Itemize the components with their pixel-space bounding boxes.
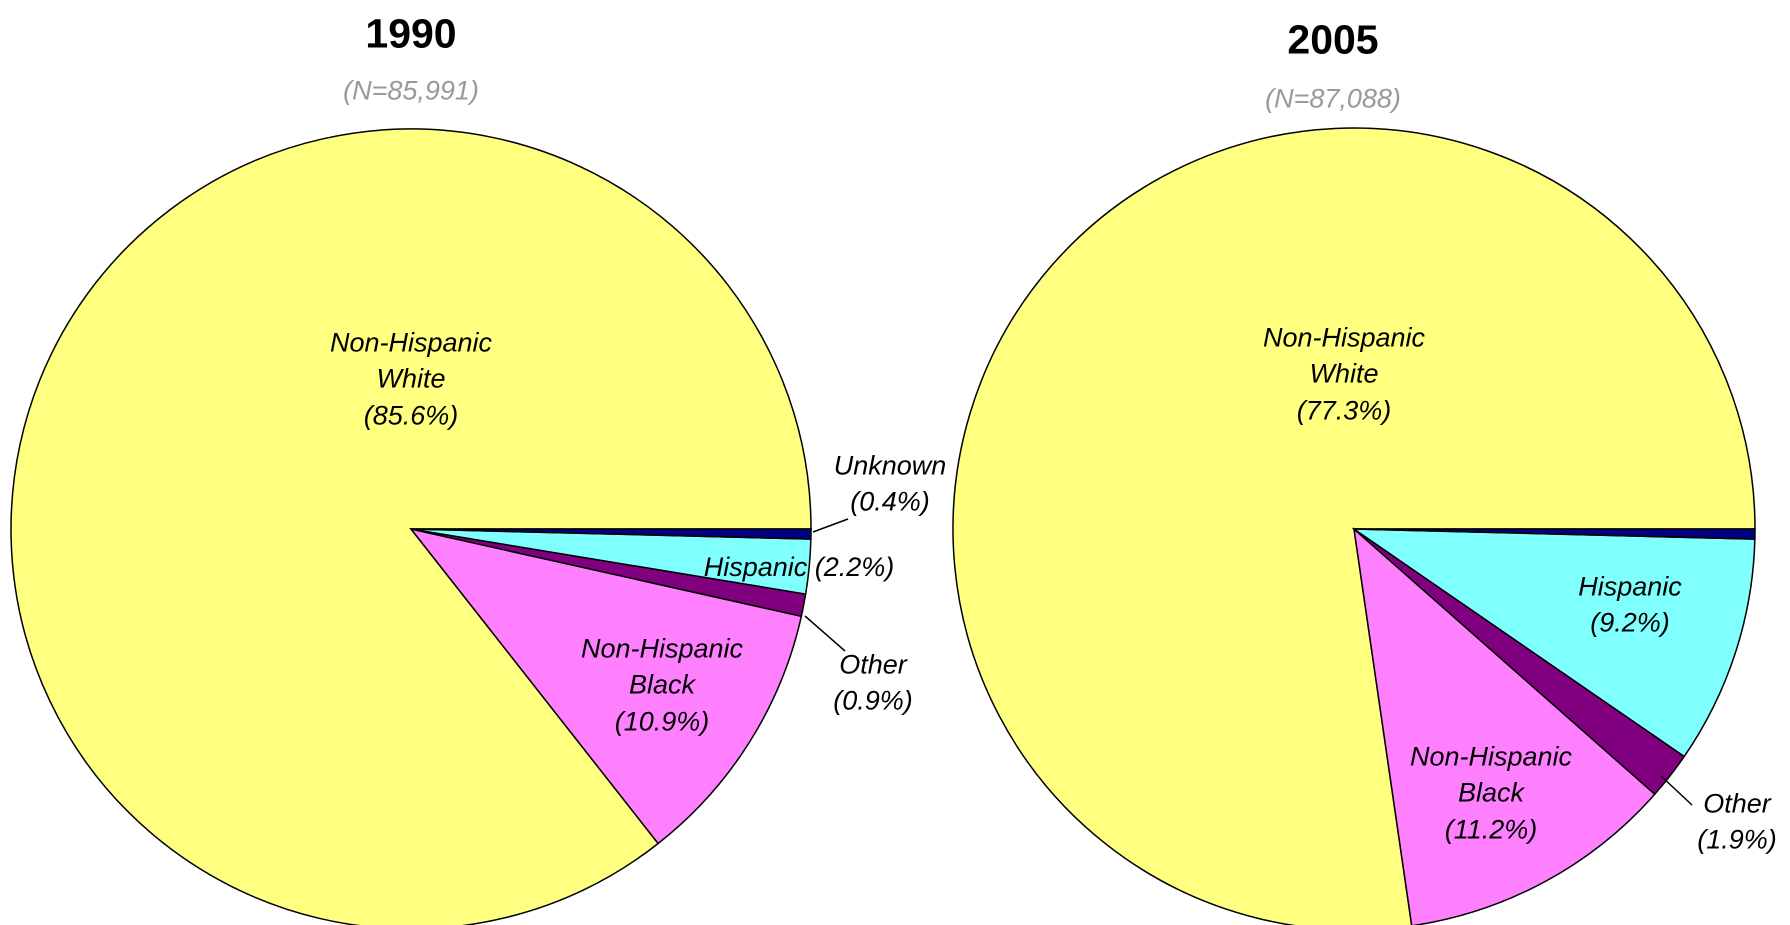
slice-label: Non-Hispanic Black (10.9%) [567,630,757,739]
slice-category: Hispanic [703,551,808,582]
chart-title: 1990 [365,10,457,57]
slice-category: Other [1703,788,1771,819]
slice-value-label: (1.9%) [1697,825,1777,855]
slice-category: Unknown [833,450,947,481]
slice-value-label: (77.3%) [1296,395,1392,426]
pie-slice [952,127,1756,925]
leader-line [804,615,846,652]
pie-slice [410,528,812,540]
slice-value-label: (85.6%) [363,400,459,431]
chart-subtitle: (N=85,991) [343,75,479,106]
chart-title: 2005 [1287,16,1379,63]
slice-label: Unknown (0.4%) [820,448,960,521]
slice-category: Other [839,649,907,680]
slice-label: Other (0.9%) [813,647,933,720]
chart-subtitle: (N=87,088) [1265,83,1401,114]
pie-slice [409,527,803,845]
pie-slice [1353,528,1756,540]
slice-category: Non-Hispanic Black [1409,741,1573,808]
slice-label: Non-Hispanic White (77.3%) [1249,319,1439,428]
slice-label: Hispanic (9.2%) [1550,569,1710,642]
slice-value-label: (11.2%) [1444,814,1538,845]
pie-slice [1352,527,1656,925]
slice-value-label: (2.2%) [814,551,895,582]
slice-label: Non-Hispanic White (85.6%) [316,324,506,433]
slice-value-label: (0.9%) [833,686,913,716]
slice-category: Hispanic [1578,571,1682,602]
slice-label: Other (1.9%) [1677,786,1790,859]
leader-line [1660,775,1693,806]
slice-category: Non-Hispanic Black [580,633,744,700]
slice-value-label: (9.2%) [1590,608,1670,638]
slice-label: Hispanic (2.2%) [669,549,929,585]
pie-slice [1351,528,1756,758]
slice-label: Non-Hispanic Black (11.2%) [1396,738,1586,847]
leader-line [812,518,849,533]
slice-category: Non-Hispanic White [329,327,493,394]
slice-value-label: (10.9%) [614,706,710,737]
slice-category: Non-Hispanic White [1262,322,1426,389]
pie-slice [10,128,812,925]
slice-value-label: (0.4%) [850,487,930,517]
